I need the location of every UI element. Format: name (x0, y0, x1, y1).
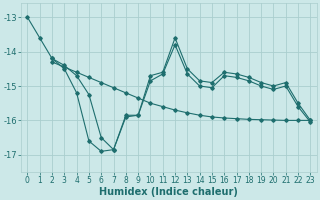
X-axis label: Humidex (Indice chaleur): Humidex (Indice chaleur) (100, 187, 238, 197)
